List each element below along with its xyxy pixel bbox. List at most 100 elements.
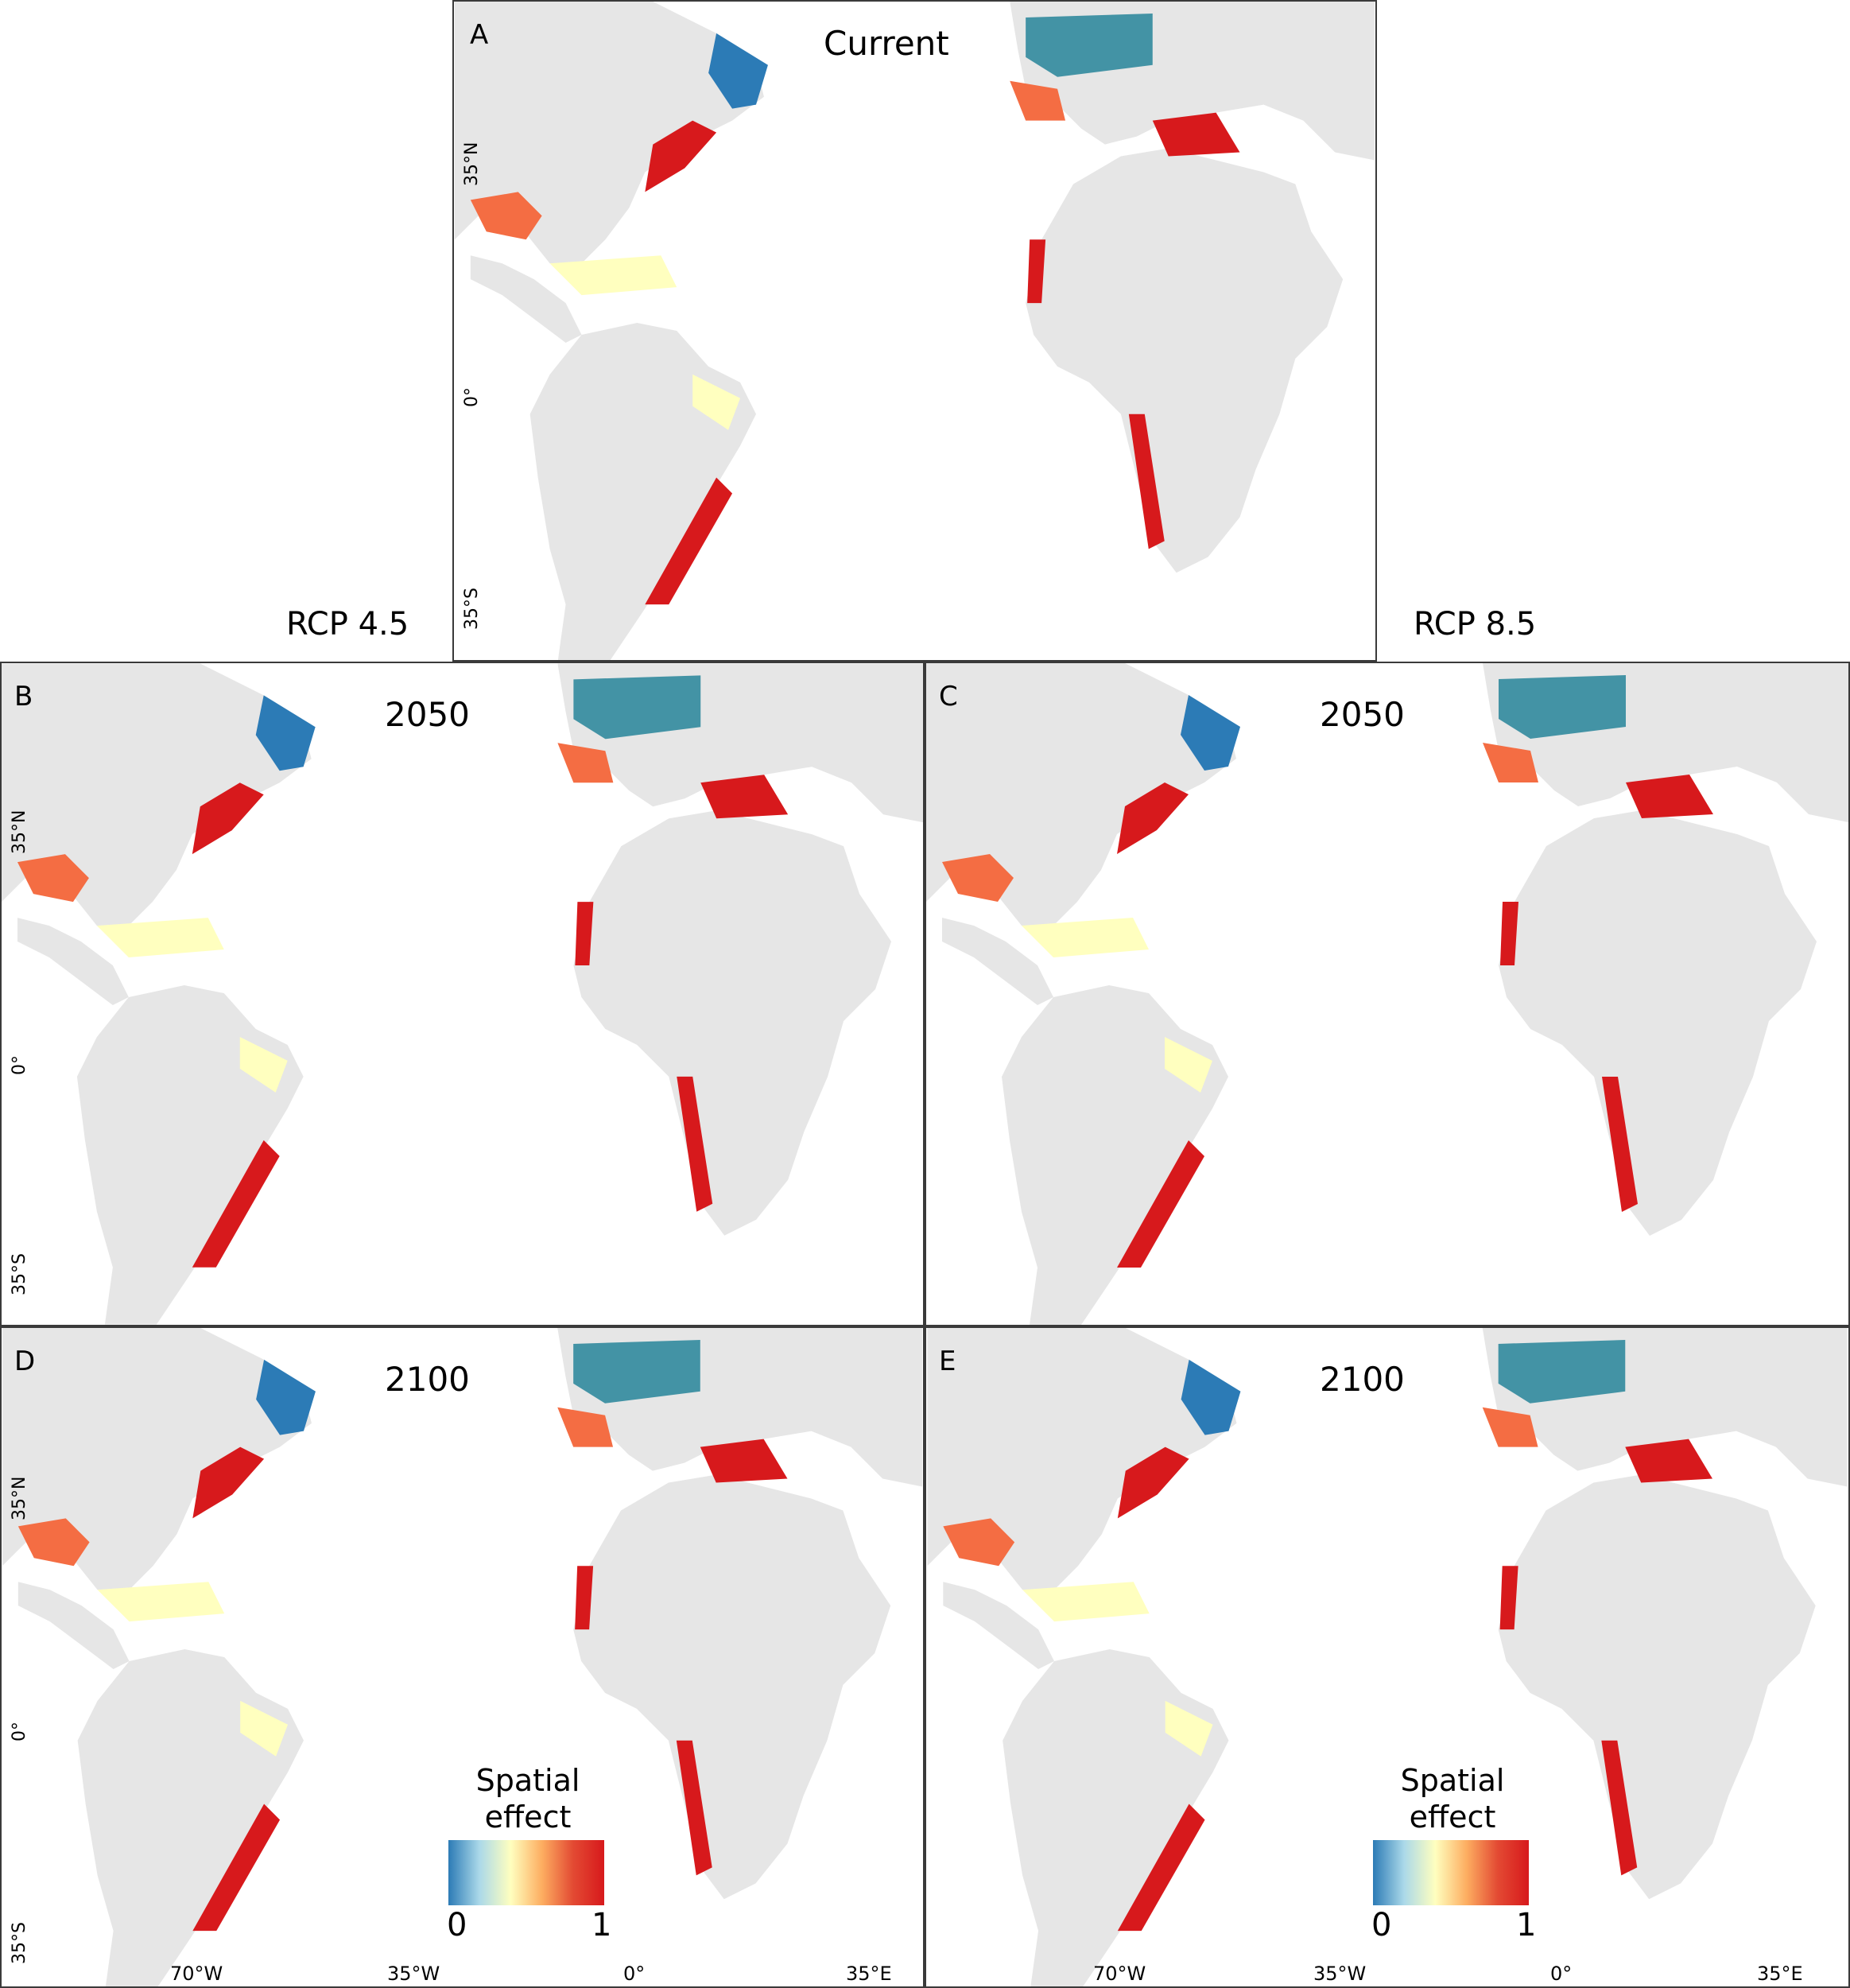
coastal-effect-region	[708, 33, 768, 109]
lat-label-35s: 35°S	[462, 588, 482, 630]
coastal-effect-region	[1117, 1804, 1205, 1932]
map-panel-e: E 2100 70°W 35°W 0° 35°E Spatial effect …	[925, 1326, 1850, 1988]
lon-label-70w: 70°W	[170, 1963, 223, 1985]
lon-label-35w: 35°W	[1313, 1963, 1367, 1985]
lat-label-35s: 35°S	[10, 1922, 29, 1964]
coastal-effect-region	[1181, 695, 1240, 771]
coastal-effect-region	[96, 918, 224, 958]
map-graphic	[927, 1328, 1848, 1986]
map-graphic	[2, 663, 923, 1325]
land-mass	[573, 1474, 891, 1900]
map-panel-d: D 2100 35°N 0° 35°S 70°W 35°W 0° 35°E Sp…	[0, 1326, 925, 1988]
coastal-effect-region	[575, 1566, 594, 1630]
coastal-effect-region	[1626, 775, 1713, 818]
lon-label-0: 0°	[623, 1963, 646, 1985]
land-mass	[942, 918, 1053, 1005]
coastal-effect-region	[1165, 1037, 1212, 1093]
coastal-effect-region	[575, 902, 594, 966]
lon-label-0: 0°	[1550, 1963, 1573, 1985]
legend-colorbar	[448, 1840, 604, 1905]
legend-title-line2: effect	[484, 1800, 572, 1835]
coastal-effect-region	[1152, 112, 1240, 157]
coastal-effect-region	[192, 1140, 280, 1268]
land-mass	[573, 810, 892, 1236]
coastal-effect-region	[256, 1359, 316, 1435]
lat-label-0: 0°	[10, 1055, 29, 1075]
lon-label-70w: 70°W	[1093, 1963, 1146, 1985]
map-graphic	[2, 1328, 923, 1986]
coastal-effect-region	[1022, 918, 1149, 957]
coastal-effect-region	[1117, 1446, 1189, 1519]
coastal-effect-region	[943, 1518, 1015, 1567]
coastal-effect-region	[470, 192, 542, 240]
coastal-effect-region	[1026, 13, 1153, 77]
coastal-effect-region	[557, 1407, 614, 1447]
coastal-effect-region	[255, 695, 316, 771]
land-mass	[1026, 148, 1344, 573]
land-mass	[17, 918, 129, 1005]
scenario-label-rcp85: RCP 8.5	[1414, 606, 1537, 643]
coastal-effect-region	[1499, 675, 1626, 739]
coastal-effect-region	[239, 1036, 288, 1093]
land-mass	[943, 1582, 1055, 1669]
coastal-effect-region	[676, 1740, 712, 1876]
coastal-effect-region	[192, 1804, 281, 1932]
panel-title: 2050	[385, 695, 470, 734]
coastal-effect-region	[573, 1339, 700, 1404]
legend-max: 1	[591, 1907, 612, 1943]
coastal-effect-region	[557, 743, 614, 783]
coastal-effect-region	[1022, 1582, 1150, 1622]
legend-title-line1: Spatial	[475, 1763, 580, 1798]
scenario-label-rcp45: RCP 4.5	[286, 606, 409, 643]
coastal-effect-region	[573, 675, 701, 740]
coastal-effect-region	[240, 1700, 289, 1757]
lon-label-35e: 35°E	[846, 1963, 892, 1985]
coastal-effect-region	[1181, 1359, 1241, 1435]
coastal-effect-region	[1601, 1740, 1638, 1876]
legend-max: 1	[1516, 1907, 1537, 1943]
coastal-effect-region	[1117, 782, 1189, 854]
map-graphic	[926, 663, 1848, 1325]
land-mass	[926, 663, 1236, 926]
land-mass	[17, 1582, 130, 1669]
land-mass	[470, 255, 582, 343]
coastal-effect-region	[17, 854, 89, 903]
coastal-effect-region	[1010, 80, 1066, 121]
coastal-effect-region	[1117, 1140, 1204, 1268]
land-mass	[2, 1328, 312, 1590]
coastal-effect-region	[645, 120, 717, 192]
panel-letter: E	[939, 1345, 956, 1377]
coastal-effect-region	[700, 1439, 788, 1483]
lat-label-35n: 35°N	[462, 142, 482, 186]
lat-label-35n: 35°N	[10, 1476, 29, 1520]
panel-title: Current	[824, 24, 949, 63]
coastal-effect-region	[645, 477, 733, 605]
coastal-effect-region	[1625, 1439, 1713, 1483]
land-mass	[1498, 1474, 1816, 1900]
land-mass	[927, 1328, 1237, 1590]
panel-title: 2100	[1320, 1360, 1405, 1399]
coastal-effect-region	[17, 1518, 90, 1567]
coastal-effect-region	[1499, 1566, 1518, 1630]
legend-title-line1: Spatial	[1400, 1763, 1505, 1798]
legend: Spatial effect 0 1	[1371, 1762, 1536, 1945]
coastal-effect-region	[1498, 1339, 1626, 1404]
panel-letter: C	[939, 681, 958, 712]
lat-label-35s: 35°S	[10, 1253, 29, 1295]
map-panel-a: A Current 35°N 0° 35°S	[452, 0, 1377, 662]
coastal-effect-region	[1483, 743, 1538, 782]
coastal-effect-region	[192, 1446, 265, 1519]
land-mass	[2, 663, 312, 926]
coastal-effect-region	[1482, 1407, 1538, 1447]
land-mass	[454, 2, 764, 264]
legend-title-line2: effect	[1409, 1800, 1496, 1835]
lon-label-35w: 35°W	[387, 1963, 440, 1985]
map-graphic	[454, 2, 1375, 660]
coastal-effect-region	[1128, 414, 1165, 549]
coastal-effect-region	[700, 775, 789, 819]
panel-letter: B	[14, 681, 33, 712]
panel-title: 2050	[1320, 695, 1405, 734]
legend-min: 0	[447, 1907, 467, 1943]
lon-label-35e: 35°E	[1757, 1963, 1803, 1985]
coastal-effect-region	[1500, 902, 1518, 965]
